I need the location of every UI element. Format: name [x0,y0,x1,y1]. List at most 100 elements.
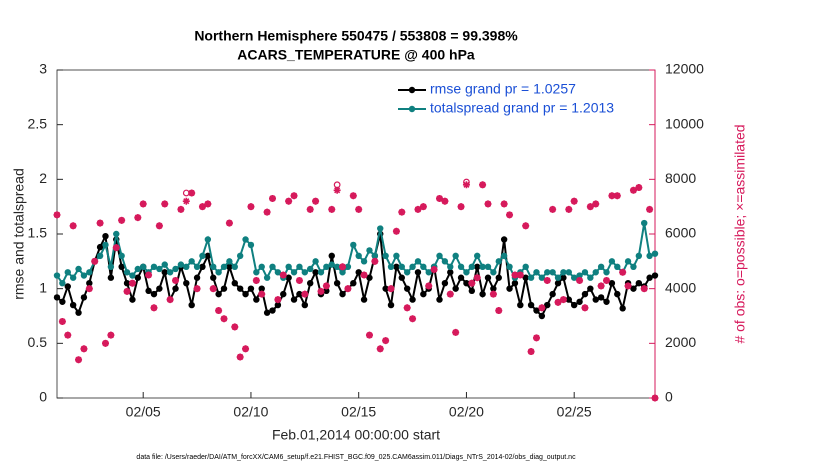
point [210,274,217,281]
point [236,285,244,292]
obs-assimilated [64,331,72,339]
point [382,285,389,292]
obs-assimilated [236,353,244,361]
point [468,263,476,270]
point [80,294,88,301]
point [285,274,292,281]
y2-axis-label: # of obs: o=possible; ×=assimilated [732,124,748,343]
obs-assimilated [215,307,223,315]
point [360,296,368,303]
point [150,263,158,270]
point [409,296,416,303]
obs-assimilated [145,271,153,279]
obs-assimilated [177,205,185,213]
obs-assimilated [355,205,363,213]
point [210,263,217,270]
point [59,280,66,287]
y-tick-label: 3 [39,61,47,77]
point [301,301,309,309]
obs-assimilated [312,197,320,205]
point [506,285,513,292]
obs-assimilated [150,304,158,312]
point [436,252,443,260]
point [533,307,540,314]
point [64,283,71,290]
point [193,274,201,281]
point [544,301,551,309]
obs-assimilated [328,205,336,213]
point [500,236,508,243]
obs-assimilated [258,290,266,298]
point [307,265,314,273]
point [414,258,422,265]
point [597,263,605,270]
point [129,272,136,279]
point [339,269,346,276]
point [587,285,594,292]
point [522,263,529,270]
point [646,252,653,260]
obs-assimilated [452,328,460,336]
point [624,258,632,265]
point [474,252,481,260]
point [576,298,583,305]
legend-marker [408,105,416,113]
point [323,263,330,270]
point [215,290,222,298]
point [161,269,168,276]
point [166,269,174,276]
obs-assimilated [285,197,293,205]
obs-assimilated [80,345,88,353]
point [457,274,465,281]
obs-assimilated [301,290,309,298]
point [53,272,61,279]
point [409,263,416,270]
point [393,252,400,260]
obs-assimilated [166,296,174,304]
point [533,269,540,276]
point [253,269,260,276]
obs-assimilated [198,203,206,211]
point [263,309,271,316]
point [193,263,201,270]
point [641,219,648,227]
obs-assimilated [188,189,196,197]
obs-assimilated [231,323,239,331]
point [651,250,659,257]
point [269,307,276,314]
obs-assimilated [457,203,465,211]
point [479,290,486,298]
point [603,298,610,305]
legend-label: totalspread grand pr = 1.2013 [430,100,614,116]
obs-assimilated [161,200,169,208]
point [247,241,255,249]
point [630,263,637,270]
point [231,280,238,287]
point [592,296,599,303]
x-tick-label: 02/10 [233,404,268,420]
point [220,263,228,270]
obs-assimilated [511,271,519,279]
obs-assimilated [565,205,573,213]
point [323,287,330,295]
point [420,290,427,298]
obs-assimilated [128,279,136,287]
obs-assimilated [398,208,406,216]
obs-assimilated [559,296,567,304]
y-tick-label: 0.5 [28,334,48,350]
y-axis-label: rmse and totalspread [11,168,27,300]
point [484,263,492,270]
obs-assimilated [333,186,341,194]
point [236,252,244,260]
point [226,263,233,270]
point [75,265,82,273]
y2-tick-label: 4000 [665,279,696,295]
obs-assimilated [58,317,66,325]
point [608,258,616,265]
point [484,274,492,281]
point [86,280,93,287]
point [436,296,443,303]
point [619,305,626,312]
point [242,290,249,298]
point [522,274,529,281]
